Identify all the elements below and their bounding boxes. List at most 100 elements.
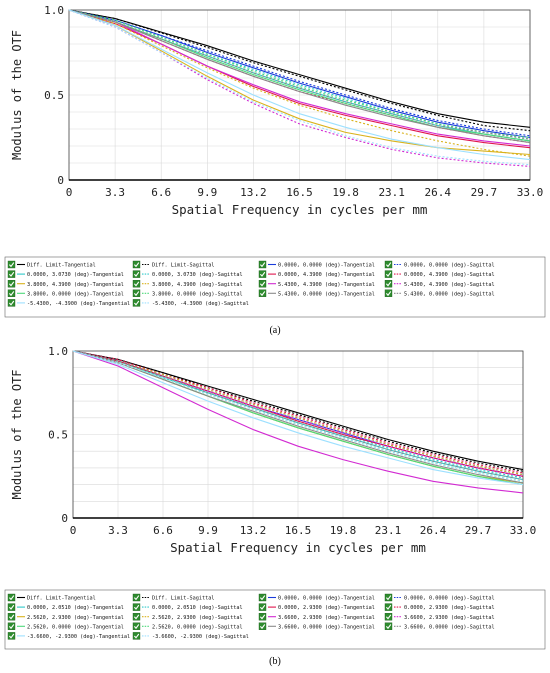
legend-item[interactable]: 2.5620, 2.9300 (deg)-Tangential — [7, 613, 124, 621]
checkbox-icon[interactable] — [258, 270, 267, 278]
legend-item[interactable]: 0.0000, 0.0000 (deg)-Sagittal — [384, 260, 495, 269]
checkbox-icon[interactable] — [132, 613, 141, 621]
legend-item[interactable]: -3.6600, -2.9300 (deg)-Tangential — [7, 632, 130, 640]
legend-item[interactable]: Diff. Limit-Sagittal — [132, 593, 214, 602]
x-tick-label: 16.5 — [285, 524, 312, 537]
legend-item[interactable]: 0.0000, 2.9300 (deg)-Sagittal — [384, 603, 495, 612]
legend: Diff. Limit-Tangential Diff. Limit-Sagitt… — [4, 256, 546, 318]
legend-item[interactable]: 3.8000, 0.0000 (deg)-Sagittal — [132, 289, 243, 298]
legend-label: 3.6600, 0.0000 (deg)-Tangential — [278, 624, 375, 630]
legend-item[interactable]: 3.8000, 0.0000 (deg)-Tangential — [7, 289, 124, 298]
check-mark-icon — [8, 262, 15, 268]
checkbox-icon[interactable] — [258, 260, 267, 269]
checkbox-icon[interactable] — [132, 603, 141, 611]
check-mark-icon — [133, 262, 140, 268]
panel-caption: (a) — [269, 325, 280, 336]
check-mark-icon — [385, 624, 392, 630]
grid — [68, 9, 531, 181]
checkbox-icon[interactable] — [132, 299, 141, 307]
checkbox-icon[interactable] — [384, 270, 393, 278]
checkbox-icon[interactable] — [384, 280, 393, 288]
check-mark-icon — [385, 271, 392, 277]
legend-label: Diff. Limit-Sagittal — [152, 596, 214, 602]
check-mark-icon — [259, 614, 266, 620]
checkbox-icon[interactable] — [7, 622, 16, 630]
legend-label: 5.4300, 4.3900 (deg)-Sagittal — [404, 282, 495, 288]
checkbox-icon[interactable] — [384, 622, 393, 630]
checkbox-icon[interactable] — [7, 289, 16, 297]
legend-label: 5.4300, 0.0000 (deg)-Sagittal — [404, 291, 495, 297]
legend-item[interactable]: 3.6600, 2.9300 (deg)-Tangential — [258, 613, 375, 621]
checkbox-icon[interactable] — [132, 270, 141, 278]
legend-item[interactable]: Diff. Limit-Sagittal — [132, 260, 214, 269]
legend-label: 0.0000, 4.3900 (deg)-Tangential — [278, 272, 375, 278]
check-mark-icon — [259, 281, 266, 287]
legend-item[interactable]: 0.0000, 4.3900 (deg)-Sagittal — [384, 270, 495, 279]
legend-label: 0.0000, 0.0000 (deg)-Tangential — [278, 263, 375, 269]
checkbox-icon[interactable] — [132, 632, 141, 640]
legend-item[interactable]: Diff. Limit-Tangential — [7, 593, 96, 602]
checkbox-icon[interactable] — [384, 260, 393, 269]
checkbox-icon[interactable] — [132, 280, 141, 288]
legend-item[interactable]: 2.5620, 0.0000 (deg)-Sagittal — [132, 622, 243, 631]
legend-item[interactable]: 5.4300, 0.0000 (deg)-Tangential — [258, 289, 375, 298]
legend-item[interactable]: 3.8000, 4.3900 (deg)-Sagittal — [132, 280, 243, 288]
checkbox-icon[interactable] — [384, 603, 393, 611]
legend-item[interactable]: 5.4300, 4.3900 (deg)-Tangential — [258, 280, 375, 288]
series-line-10 — [72, 350, 524, 494]
legend-item[interactable]: 0.0000, 2.9300 (deg)-Tangential — [258, 603, 375, 612]
x-axis-label: Spatial Frequency in cycles per mm — [172, 202, 428, 217]
y-axis-label: Modulus of the OTF — [10, 369, 24, 499]
legend-item[interactable]: 5.4300, 0.0000 (deg)-Sagittal — [384, 289, 495, 298]
series-line-14 — [72, 350, 524, 484]
legend-item[interactable]: 3.8000, 4.3900 (deg)-Tangential — [7, 280, 124, 288]
legend-label: 0.0000, 0.0000 (deg)-Tangential — [278, 596, 375, 602]
checkbox-icon[interactable] — [258, 603, 267, 611]
legend-item[interactable]: -3.6600, -2.9300 (deg)-Sagittal — [132, 632, 249, 640]
y-tick-label: 0.5 — [44, 89, 64, 102]
checkbox-icon[interactable] — [132, 593, 141, 602]
legend-item[interactable]: 3.6600, 2.9300 (deg)-Sagittal — [384, 613, 495, 621]
legend-item[interactable]: 3.6600, 0.0000 (deg)-Tangential — [258, 622, 375, 631]
checkbox-icon[interactable] — [258, 613, 267, 621]
legend-item[interactable]: 0.0000, 0.0000 (deg)-Tangential — [258, 260, 375, 269]
checkbox-icon[interactable] — [7, 632, 16, 640]
legend-item[interactable]: 0.0000, 0.0000 (deg)-Sagittal — [384, 593, 495, 602]
checkbox-icon[interactable] — [258, 289, 267, 297]
checkbox-icon[interactable] — [384, 613, 393, 621]
series-line-9 — [72, 350, 524, 476]
x-tick-label: 26.4 — [420, 524, 447, 537]
checkbox-icon[interactable] — [258, 622, 267, 630]
legend-item[interactable]: 0.0000, 4.3900 (deg)-Tangential — [258, 270, 375, 279]
checkbox-icon[interactable] — [7, 613, 16, 621]
legend-item[interactable]: 0.0000, 2.0510 (deg)-Tangential — [7, 603, 124, 612]
legend-item[interactable]: 0.0000, 3.0730 (deg)-Tangential — [7, 270, 124, 279]
checkbox-icon[interactable] — [384, 289, 393, 297]
x-tick-label: 13.2 — [240, 524, 267, 537]
legend-item[interactable]: 5.4300, 4.3900 (deg)-Sagittal — [384, 280, 495, 288]
checkbox-icon[interactable] — [7, 260, 16, 269]
legend-item[interactable]: -5.4300, -4.3900 (deg)-Tangential — [7, 299, 130, 307]
x-tick-label: 9.9 — [197, 186, 217, 199]
legend-item[interactable]: 2.5620, 0.0000 (deg)-Tangential — [7, 622, 124, 631]
checkbox-icon[interactable] — [7, 603, 16, 611]
checkbox-icon[interactable] — [258, 280, 267, 288]
checkbox-icon[interactable] — [258, 593, 267, 602]
legend-item[interactable]: Diff. Limit-Tangential — [7, 260, 96, 269]
legend-item[interactable]: 0.0000, 0.0000 (deg)-Tangential — [258, 593, 375, 602]
checkbox-icon[interactable] — [7, 299, 16, 307]
legend-item[interactable]: 2.5620, 2.9300 (deg)-Sagittal — [132, 613, 243, 621]
checkbox-icon[interactable] — [7, 270, 16, 278]
checkbox-icon[interactable] — [132, 622, 141, 630]
checkbox-icon[interactable] — [132, 260, 141, 269]
checkbox-icon[interactable] — [7, 280, 16, 288]
checkbox-icon[interactable] — [132, 289, 141, 297]
checkbox-icon[interactable] — [7, 593, 16, 602]
legend-item[interactable]: 0.0000, 3.0730 (deg)-Sagittal — [132, 270, 243, 279]
checkbox-icon[interactable] — [384, 593, 393, 602]
legend-item[interactable]: -5.4300, -4.3900 (deg)-Sagittal — [132, 299, 249, 307]
check-mark-icon — [385, 614, 392, 620]
legend-item[interactable]: 3.6600, 0.0000 (deg)-Sagittal — [384, 622, 495, 631]
check-mark-icon — [133, 291, 140, 297]
legend-item[interactable]: 0.0000, 2.0510 (deg)-Sagittal — [132, 603, 243, 612]
